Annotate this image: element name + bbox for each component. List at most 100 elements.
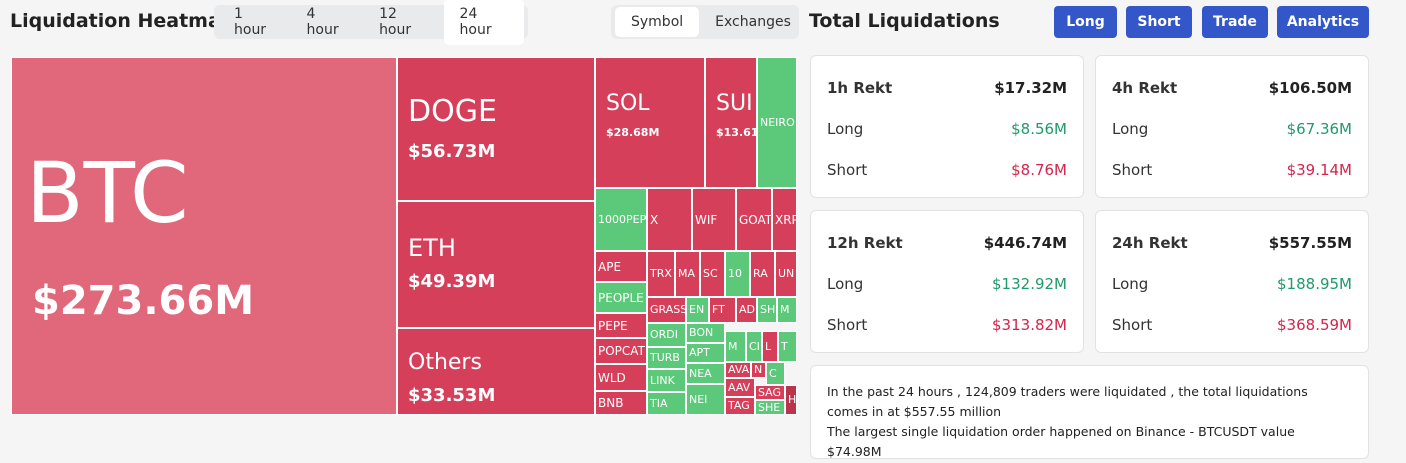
stat-value: $39.14M — [1286, 161, 1352, 179]
tile[interactable]: WIF — [692, 188, 736, 251]
stat-row: Short $8.76M — [827, 161, 1067, 179]
tile[interactable]: BNB — [595, 391, 647, 415]
tile-label: PEPE — [598, 318, 628, 333]
tile[interactable]: SC — [700, 251, 725, 297]
tile[interactable]: TAG — [725, 397, 755, 415]
tile[interactable]: 10 — [725, 251, 750, 297]
tile-label: AD — [739, 303, 755, 316]
tile[interactable]: M — [725, 331, 746, 362]
tile-label: SC — [703, 267, 718, 280]
tile[interactable]: AAV — [725, 378, 755, 397]
tile-label: POPCAT — [598, 344, 645, 358]
tile-label: GOAT — [739, 212, 772, 227]
tile[interactable]: LINK — [647, 369, 686, 392]
tile[interactable]: TIA — [647, 392, 686, 415]
tile-label: WLD — [598, 370, 626, 385]
tile-label: NEA — [689, 366, 712, 380]
button[interactable]: Trade — [1202, 6, 1268, 38]
tile[interactable]: ORDI — [647, 323, 686, 347]
tile[interactable]: 1000PEPE — [595, 188, 647, 251]
stat-label: 4h Rekt — [1112, 79, 1178, 97]
tile[interactable]: EN — [686, 297, 709, 323]
tile-label: BON — [689, 326, 714, 339]
stat-row: Short $313.82M — [827, 316, 1067, 334]
tile-label: M — [780, 303, 790, 316]
time-tab[interactable]: 1 hour — [234, 6, 267, 38]
tile[interactable]: BON — [686, 323, 725, 343]
tile[interactable]: GRASS — [647, 297, 686, 323]
tile[interactable]: L — [762, 331, 778, 362]
tile[interactable]: XRP — [772, 188, 797, 251]
tile[interactable]: SH — [757, 297, 777, 323]
tile-label: WIF — [695, 212, 718, 227]
tile[interactable]: C — [766, 362, 785, 385]
tile[interactable]: GOAT — [736, 188, 772, 251]
tile[interactable]: NEI — [686, 384, 725, 415]
tile[interactable]: APE — [595, 251, 647, 282]
stat-row: Short $39.14M — [1112, 161, 1352, 179]
button[interactable]: Short — [1126, 6, 1192, 38]
stat-value: $557.55M — [1268, 234, 1352, 252]
tile[interactable]: TRX — [647, 251, 675, 297]
tile-label: PEOPLE — [598, 290, 644, 305]
stat-value: $8.56M — [1011, 120, 1067, 138]
tile-label: DOGE — [408, 93, 497, 129]
tile[interactable]: TURB — [647, 347, 686, 369]
tile-label: BNB — [598, 396, 624, 410]
tile[interactable]: AD — [736, 297, 757, 323]
tile[interactable]: AVA — [725, 362, 751, 378]
tile-label: APT — [689, 346, 710, 359]
tile[interactable]: X — [647, 188, 692, 251]
time-tab[interactable]: 4 hour — [306, 6, 339, 38]
tile[interactable]: ETH $49.39M — [397, 201, 595, 328]
tile-value: $33.53M — [408, 384, 496, 406]
tile-label: TURB — [650, 351, 680, 364]
tile-label: T — [781, 339, 788, 353]
tile[interactable]: SAG — [755, 385, 785, 400]
tile[interactable]: Others $33.53M — [397, 328, 595, 415]
stat-row: 24h Rekt $557.55M — [1112, 234, 1352, 252]
tile-label: C — [769, 366, 777, 380]
tile[interactable]: H — [785, 385, 797, 415]
tile-label: FT — [712, 303, 725, 316]
tile-label: BTC — [26, 144, 189, 243]
tile[interactable]: CI — [746, 331, 762, 362]
tile[interactable]: NEA — [686, 363, 725, 384]
tile-label: SHE — [758, 400, 781, 414]
tile-label: N — [754, 363, 763, 376]
tile-label: H — [788, 393, 797, 406]
view-tab[interactable]: Exchanges — [715, 14, 791, 30]
tile[interactable]: POPCAT — [595, 338, 647, 364]
button[interactable]: Long — [1054, 6, 1117, 38]
stat-value: $313.82M — [992, 316, 1067, 334]
tile[interactable]: M — [777, 297, 797, 323]
tile[interactable]: PEOPLE — [595, 282, 647, 313]
tile[interactable]: DOGE $56.73M — [397, 57, 595, 201]
button[interactable]: Analytics — [1277, 6, 1369, 38]
stat-value: $17.32M — [994, 79, 1067, 97]
stat-row: Long $8.56M — [827, 120, 1067, 138]
tile[interactable]: PEPE — [595, 313, 647, 338]
tile[interactable]: SOL $28.68M — [595, 57, 705, 188]
tile[interactable]: RA — [750, 251, 775, 297]
time-tabs: 1 hour 4 hour 12 hour 24 hour — [214, 0, 528, 45]
tile[interactable]: N — [751, 362, 766, 378]
tile[interactable]: UN — [775, 251, 797, 297]
tile[interactable]: FT — [709, 297, 736, 323]
tile[interactable]: SHE — [755, 400, 785, 415]
tile[interactable]: NEIRO — [757, 57, 797, 188]
tile[interactable]: APT — [686, 343, 725, 363]
view-tab[interactable]: Symbol — [615, 7, 700, 37]
tile[interactable]: BTC $273.66M — [11, 57, 397, 415]
tile[interactable]: SUI $13.61M — [705, 57, 757, 188]
time-tab[interactable]: 12 hour — [379, 6, 412, 38]
tile[interactable]: WLD — [595, 364, 647, 391]
tile[interactable]: MA — [675, 251, 700, 297]
tile-label: LINK — [650, 373, 675, 387]
tile[interactable]: T — [778, 331, 797, 362]
stat-row: Short $368.59M — [1112, 316, 1352, 334]
time-tab[interactable]: 24 hour — [443, 0, 524, 45]
tile-value: $13.61M — [716, 126, 756, 140]
tile-label: CI — [749, 339, 760, 353]
